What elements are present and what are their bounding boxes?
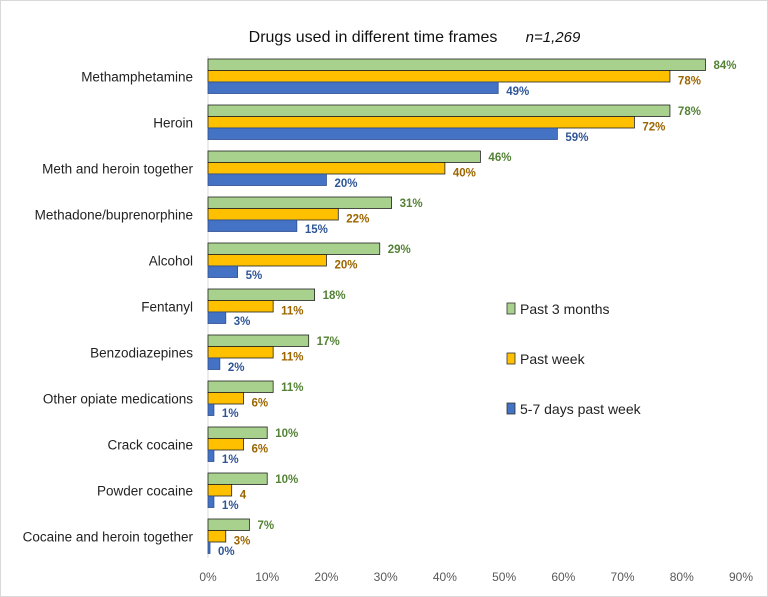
category-label: Heroin [153,115,193,130]
x-tick-label: 80% [670,570,694,584]
bar-past-3-months [207,426,268,439]
category-label: Meth and heroin together [42,161,193,176]
bar-past-3-months [207,104,671,117]
bar-past-week [207,438,244,451]
legend-swatch [506,302,516,315]
data-label: 3% [234,316,251,328]
data-label: 46% [488,152,511,164]
legend-label: Past week [520,351,586,367]
bar-5-7-days-past-week [207,311,227,324]
chart-title: Drugs used in different time frames [249,29,498,46]
data-label: 40% [453,167,476,179]
category-label: Benzodiazepines [90,345,193,360]
bar-5-7-days-past-week [207,127,558,140]
bar-past-3-months [207,334,310,347]
data-label: 1% [222,454,239,466]
category-label: Cocaine and heroin together [23,529,194,544]
bar-past-3-months [207,472,268,485]
legend-label: 5-7 days past week [520,401,642,417]
data-label: 18% [323,290,346,302]
category-label: Methamphetamine [81,69,193,84]
legend-swatch [506,402,516,415]
data-label: 10% [275,474,298,486]
bar-past-week [207,162,446,175]
data-label: 10% [275,428,298,440]
bar-past-week [207,116,635,129]
bar-5-7-days-past-week [207,81,499,94]
data-label: 11% [281,382,303,394]
category-label: Powder cocaine [97,483,193,498]
bar-past-week [207,484,233,497]
bar-5-7-days-past-week [207,403,215,416]
data-label: 29% [388,244,411,256]
data-label: 1% [222,408,239,420]
legend-swatch [506,352,516,365]
data-label: 4 [240,489,247,501]
legend-label: Past 3 months [520,301,610,317]
data-label: 78% [678,106,701,118]
data-label: 31% [400,198,423,210]
x-tick-label: 20% [314,570,338,584]
bar-past-3-months [207,196,392,209]
data-label: 72% [642,121,665,133]
bar-past-week [207,530,227,543]
category-label: Fentanyl [141,299,193,314]
data-label: 78% [678,75,701,87]
bar-5-7-days-past-week [207,495,215,508]
bar-past-week [207,346,274,359]
data-label: 2% [228,362,245,374]
bar-past-3-months [207,242,381,255]
data-label: 49% [506,86,529,98]
data-label: 0% [218,546,235,558]
data-label: 20% [334,259,357,271]
bar-5-7-days-past-week [207,541,211,554]
bar-5-7-days-past-week [207,449,215,462]
x-tick-label: 70% [611,570,635,584]
data-label: 11% [281,351,303,363]
x-tick-label: 10% [255,570,279,584]
x-tick-label: 30% [374,570,398,584]
bar-past-3-months [207,380,274,393]
x-tick-label: 0% [199,570,217,584]
data-label: 11% [281,305,303,317]
bar-past-3-months [207,58,706,71]
bar-past-3-months [207,288,315,301]
x-tick-label: 90% [729,570,753,584]
bar-past-week [207,208,339,221]
bar-past-week [207,70,671,83]
data-label: 3% [234,535,251,547]
bar-past-3-months [207,518,250,531]
bar-past-week [207,300,274,313]
x-tick-label: 40% [433,570,457,584]
data-label: 22% [346,213,369,225]
bar-past-3-months [207,150,481,163]
data-label: 6% [252,397,269,409]
data-label: 5% [246,270,263,282]
data-label: 1% [222,500,239,512]
category-label: Other opiate medications [43,391,193,406]
data-label: 59% [565,132,588,144]
bar-past-week [207,392,244,405]
bar-5-7-days-past-week [207,265,239,278]
bar-past-week [207,254,327,267]
data-label: 20% [334,178,357,190]
chart-subtitle: n=1,269 [526,29,581,46]
data-label: 17% [317,336,340,348]
data-label: 6% [252,443,269,455]
bar-5-7-days-past-week [207,173,327,186]
x-tick-label: 60% [551,570,575,584]
category-label: Methadone/buprenorphine [35,207,193,222]
x-tick-label: 50% [492,570,516,584]
data-label: 84% [713,60,736,72]
bar-5-7-days-past-week [207,357,221,370]
data-label: 15% [305,224,328,236]
bar-5-7-days-past-week [207,219,298,232]
data-label: 7% [257,520,274,532]
category-label: Crack cocaine [107,437,193,452]
category-label: Alcohol [149,253,193,268]
